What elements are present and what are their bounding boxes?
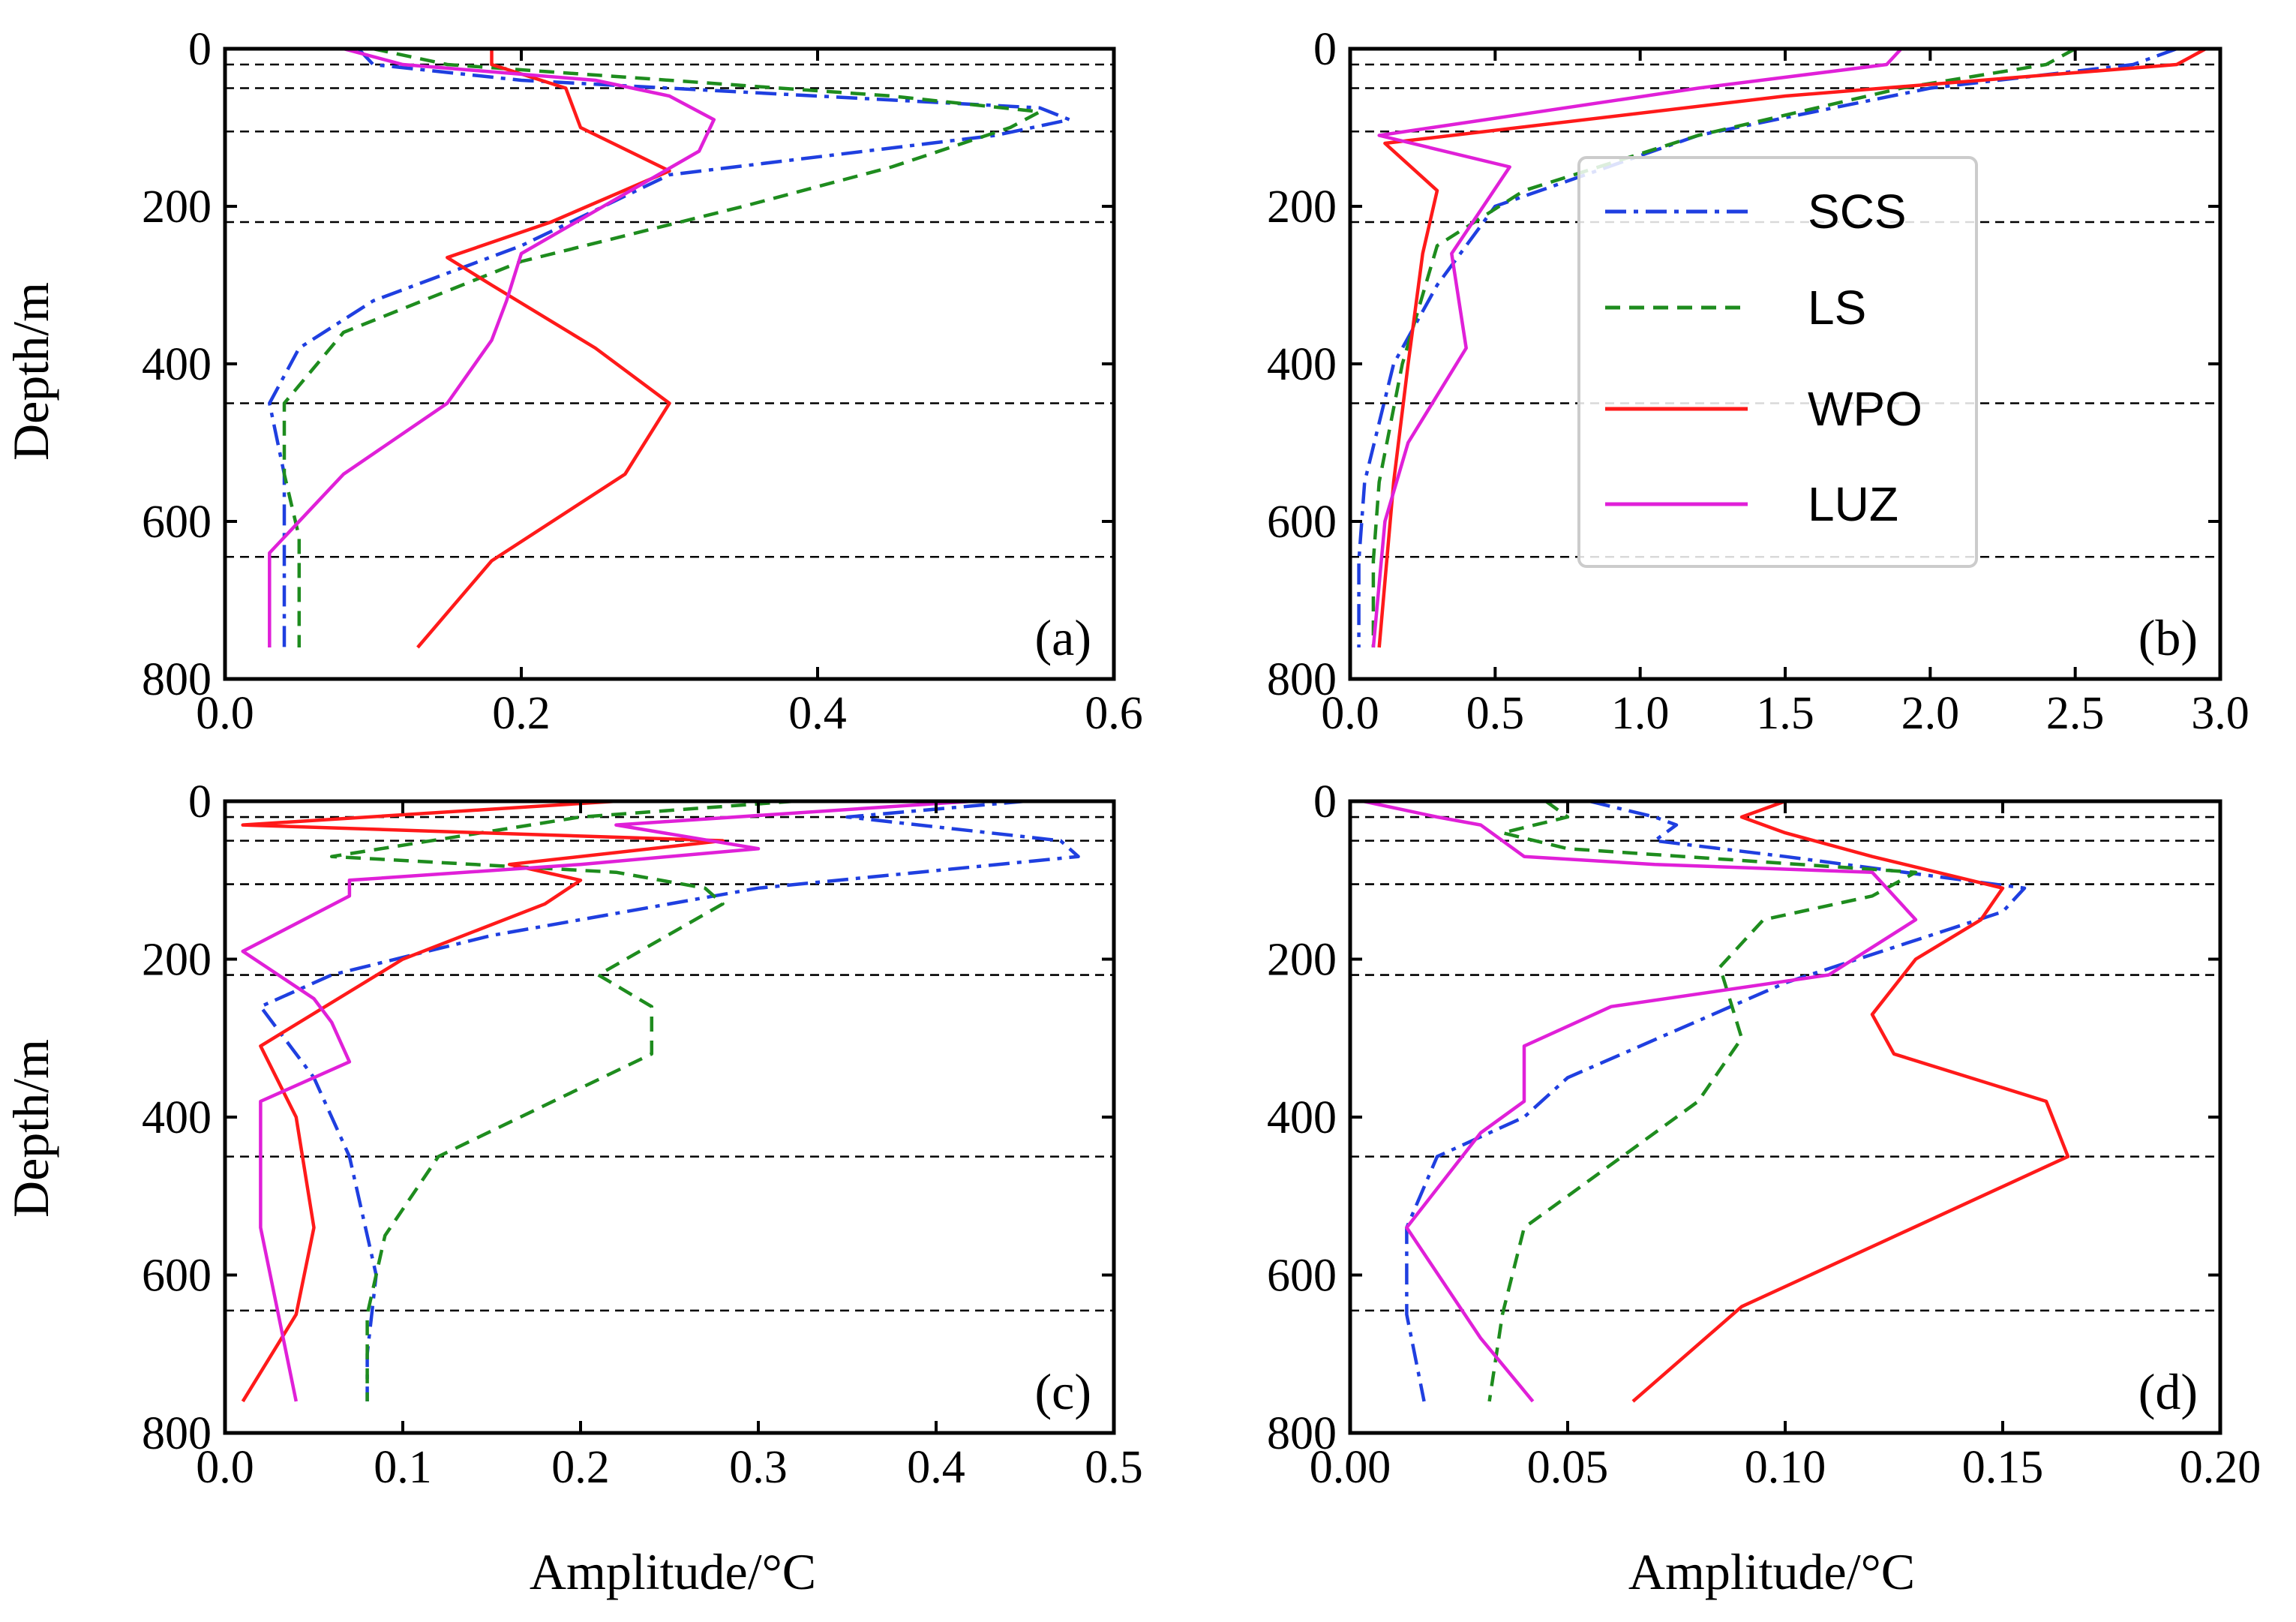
legend-label-luz: LUZ [1808, 477, 1898, 531]
x-tick-label: 1.0 [1611, 688, 1670, 739]
x-tick-label: 0.0 [196, 1442, 254, 1493]
y-tick-label: 400 [142, 1092, 212, 1143]
y-tick-label: 200 [1267, 182, 1337, 233]
x-tick-label: 0.1 [374, 1442, 432, 1493]
x-tick-label: 0.5 [1085, 1442, 1143, 1493]
plot-frame [223, 47, 1116, 681]
series-line-ls [282, 49, 1042, 647]
series-line-wpo [1631, 801, 2070, 1403]
y-tick-label: 600 [142, 497, 212, 548]
series-line-luz [268, 49, 716, 647]
y-tick-label: 800 [142, 654, 212, 705]
panel-label: (d) [2138, 1363, 2198, 1420]
legend-label-wpo: WPO [1808, 382, 1922, 436]
y-tick-label: 200 [1267, 935, 1337, 986]
x-tick-label: 0.6 [1085, 688, 1143, 739]
y-tick-label: 200 [142, 935, 212, 986]
x-tick-label: 0.0 [196, 688, 254, 739]
x-tick-label: 0.2 [492, 688, 551, 739]
y-tick-label: 600 [1267, 1251, 1337, 1302]
x-tick-label: 2.0 [1901, 688, 1960, 739]
legend-label-scs: SCS [1808, 185, 1907, 239]
y-tick-label: 0 [1313, 776, 1337, 828]
legend: SCS LS WPO LUZ [1577, 156, 1978, 568]
panel-a: 0.0 0.2 0.4 0.6 0 200 400 600 800 (a) [142, 24, 1143, 739]
y-tick-label: 0 [188, 24, 212, 75]
legend-label-ls: LS [1808, 281, 1866, 335]
x-tick-label: 1.5 [1756, 688, 1814, 739]
series-line-luz [1362, 801, 1918, 1403]
legend-box [1577, 156, 1978, 568]
x-tick-label: 0.0 [1321, 688, 1379, 739]
series-line-ls [1487, 801, 1918, 1402]
y-tick-label: 400 [1267, 1092, 1337, 1143]
x-tick-label: 0.2 [551, 1442, 610, 1493]
y-axis-title-bottom: Depth/m [2, 1039, 59, 1218]
y-tick-label: 0 [188, 776, 212, 828]
series-line-luz [241, 801, 972, 1402]
x-tick-label: 0.5 [1466, 688, 1525, 739]
y-tick-label: 600 [1267, 497, 1337, 548]
y-tick-label: 400 [142, 339, 212, 390]
panel-label: (a) [1035, 609, 1091, 666]
series-group [241, 801, 1080, 1403]
series-line-wpo [416, 49, 671, 649]
x-tick-label: 0.10 [1745, 1442, 1826, 1493]
series-group [1362, 801, 2070, 1403]
y-tick-label: 400 [1267, 339, 1337, 390]
x-tick-label: 0.4 [907, 1442, 965, 1493]
y-tick-label: 800 [1267, 654, 1337, 705]
series-line-luz [1371, 49, 1903, 648]
series-line-scs [1405, 801, 2027, 1402]
series-line-ls [1371, 49, 2076, 647]
series-group [1357, 49, 2207, 648]
y-tick-label: 800 [1267, 1408, 1337, 1459]
x-tick-label: 0.3 [729, 1442, 788, 1493]
series-line-ls [329, 801, 794, 1401]
y-tick-label: 200 [142, 182, 212, 233]
panel-label: (b) [2138, 609, 2198, 666]
panel-c: 0.0 0.1 0.2 0.3 0.4 0.5 0 200 400 600 800 (c) [142, 776, 1143, 1493]
series-line-wpo [241, 801, 725, 1403]
y-tick-label: 600 [142, 1251, 212, 1302]
plot-frame [223, 799, 1116, 1435]
series-group [268, 49, 1072, 649]
panel-label: (c) [1035, 1363, 1091, 1420]
y-axis-title-top: Depth/m [2, 282, 59, 461]
x-tick-label: 0.15 [1962, 1442, 2044, 1493]
panel-b: 0.0 0.5 1.0 1.5 2.0 2.5 3.0 0 200 400 600 800 (b) [1267, 24, 2249, 739]
x-tick-label: 0.20 [2180, 1442, 2261, 1493]
x-tick-label: 2.5 [2046, 688, 2105, 739]
series-line-wpo [1377, 49, 2207, 648]
x-tick-label: 0.05 [1527, 1442, 1609, 1493]
x-tick-label: 0.00 [1310, 1442, 1391, 1493]
x-tick-label: 3.0 [2191, 688, 2249, 739]
panel-d: 0.00 0.05 0.10 0.15 0.20 0 200 400 600 800 (d) [1267, 776, 2261, 1493]
x-axis-title-left: Amplitude/°C [530, 1543, 816, 1600]
x-tick-label: 0.4 [788, 688, 847, 739]
y-tick-label: 0 [1313, 24, 1337, 75]
y-tick-label: 800 [142, 1408, 212, 1459]
panels: 0.0 0.2 0.4 0.6 0 200 400 600 800 (a) 0.0 0.5 1.0 1.5… [142, 24, 2261, 1493]
x-axis-title-right: Amplitude/°C [1628, 1543, 1915, 1600]
